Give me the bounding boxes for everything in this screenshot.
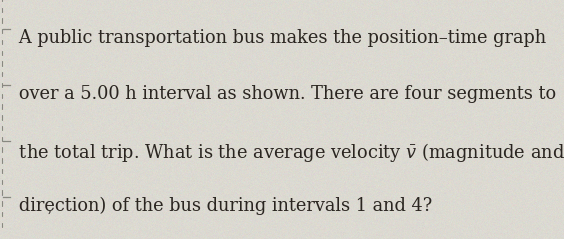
Text: over a 5.00 h interval as shown. There are four segments to: over a 5.00 h interval as shown. There a… <box>10 85 556 103</box>
Text: the total trip. What is the average velocity $\bar{v}$ (magnitude and: the total trip. What is the average velo… <box>10 141 564 164</box>
Text: direction) of the bus during intervals 1 and 4?: direction) of the bus during intervals 1… <box>10 197 433 215</box>
Text: A public transportation bus makes the position–time graph: A public transportation bus makes the po… <box>10 29 547 47</box>
Text: ,: , <box>48 202 52 215</box>
